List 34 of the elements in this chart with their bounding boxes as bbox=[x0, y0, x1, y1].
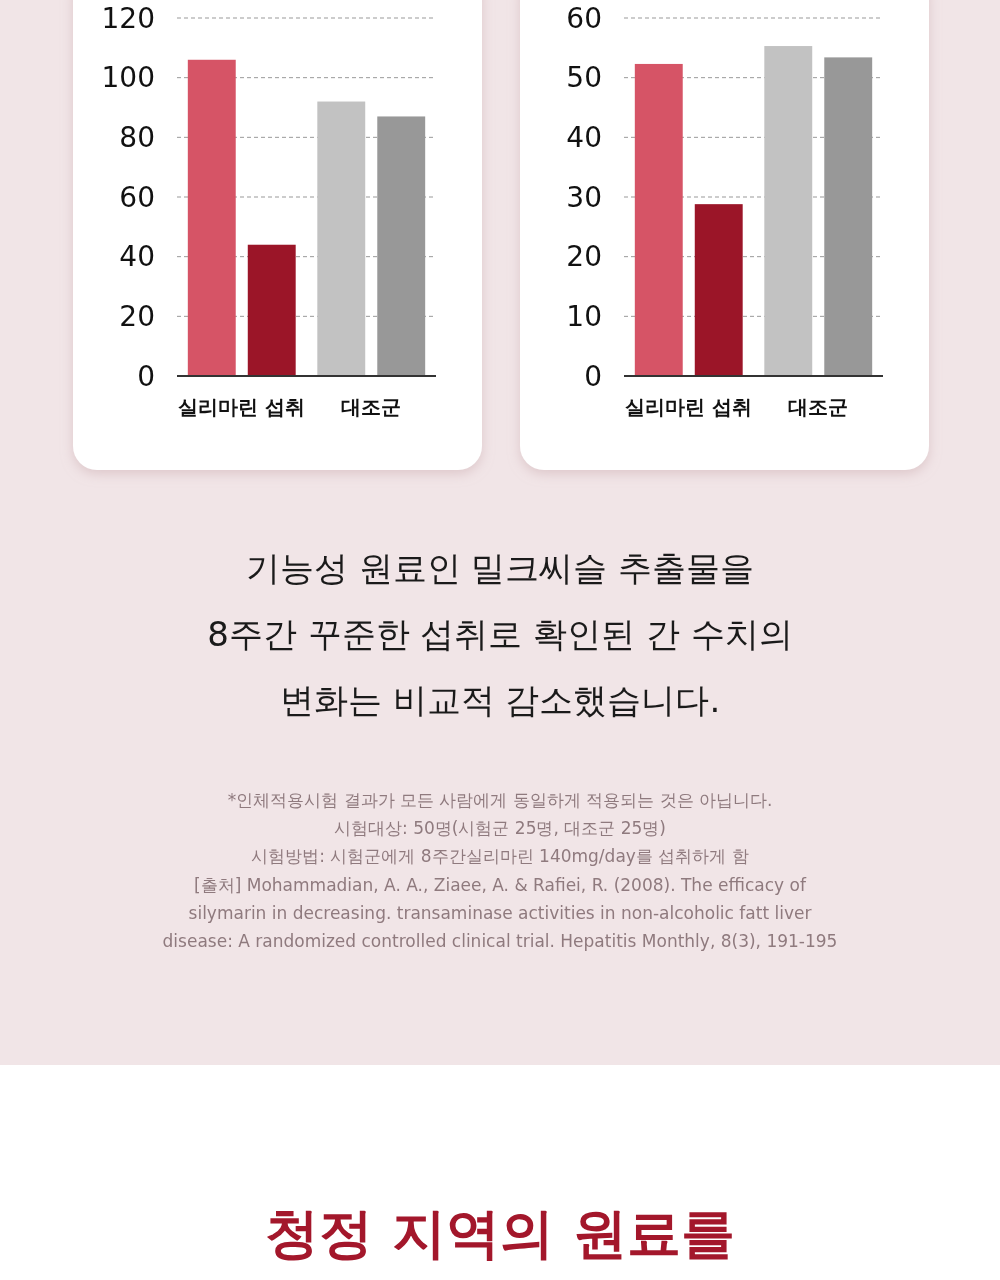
text: 시험방법: 시험군에게 8주간실리마린 140mg/day를 섭취하게 함 bbox=[251, 846, 749, 867]
text: [출처] Mohammadian, A. A., Ziaee, A. & Rafiei, R. (2008). The efficacy of bbox=[194, 874, 807, 895]
y-tick-label: 120 bbox=[101, 1, 155, 35]
y-tick-label: 30 bbox=[566, 180, 602, 214]
bar bbox=[764, 46, 813, 376]
y-tick-label: 0 bbox=[137, 359, 155, 393]
text: silymarin in decreasing. transaminase activities in non-alcoholic fatt liver bbox=[188, 902, 812, 923]
text: 기능성 원료인 밀크씨슬 추출물을 bbox=[245, 548, 755, 588]
text: *인체적용시험 결과가 모든 사람에게 동일하게 적용되는 것은 아닙니다. bbox=[227, 790, 773, 810]
bar bbox=[634, 63, 683, 376]
y-tick-label: 10 bbox=[566, 300, 602, 334]
text: 청정 지역의 원료를 bbox=[265, 1202, 735, 1265]
x-tick-label: 실리마린 섭취 bbox=[178, 395, 306, 419]
y-tick-label: 60 bbox=[566, 1, 602, 35]
y-tick-label: 50 bbox=[566, 61, 602, 95]
y-tick-label: 60 bbox=[119, 180, 155, 214]
y-tick-label: 40 bbox=[119, 240, 155, 274]
x-tick-label: 대조군 bbox=[788, 395, 849, 419]
bar bbox=[317, 101, 366, 376]
x-tick-label: 대조군 bbox=[341, 395, 402, 419]
x-tick-label: 실리마린 섭취 bbox=[625, 395, 753, 419]
text: 변화는 비교적 감소했습니다. bbox=[279, 680, 721, 720]
text: disease: A randomized controlled clinical trial. Hepatitis Monthly, 8(3), 191-195 bbox=[162, 931, 838, 951]
y-tick-label: 40 bbox=[566, 121, 602, 155]
y-tick-label: 20 bbox=[119, 300, 155, 334]
text: 8주간 꾸준한 섭취로 확인된 간 수치의 bbox=[207, 614, 793, 654]
text: 시험대상: 50명(시험군 25명, 대조군 25명) bbox=[334, 818, 666, 839]
y-tick-label: 100 bbox=[101, 61, 155, 95]
bar bbox=[247, 244, 296, 376]
y-tick-label: 80 bbox=[119, 121, 155, 155]
y-tick-label: 20 bbox=[566, 240, 602, 274]
y-tick-label: 0 bbox=[584, 359, 602, 393]
bar bbox=[187, 59, 236, 376]
bar bbox=[694, 204, 743, 376]
